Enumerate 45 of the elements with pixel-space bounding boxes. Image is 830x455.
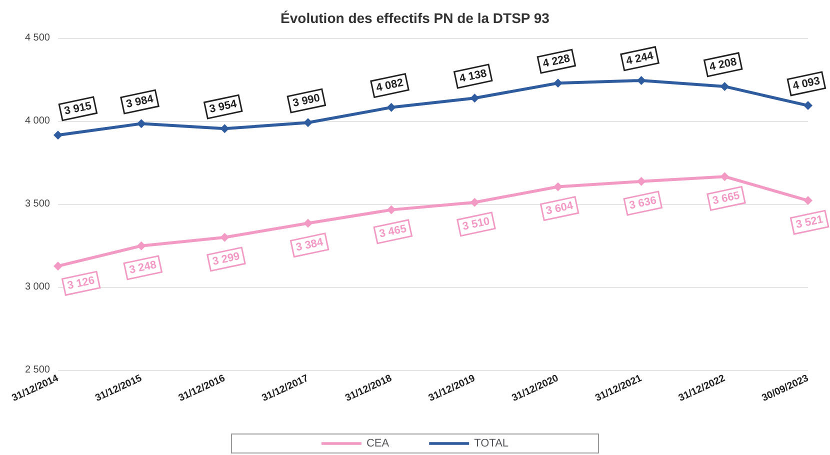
data-label: 3 299 [212, 250, 241, 268]
chart-title: Évolution des effectifs PN de la DTSP 93 [280, 10, 550, 26]
point [54, 130, 62, 140]
y-tick-label: 4 500 [24, 32, 50, 44]
legend-label: TOTAL [474, 438, 509, 450]
point [136, 241, 146, 250]
data-label: 3 521 [794, 214, 824, 232]
point [220, 232, 230, 242]
point [470, 198, 480, 207]
point [470, 94, 480, 103]
data-label: 3 954 [208, 98, 239, 116]
point [554, 78, 562, 88]
y-tick-label: 3 500 [24, 198, 50, 210]
data-label: 4 244 [625, 50, 656, 68]
point [554, 182, 562, 192]
data-label: 4 082 [375, 76, 404, 94]
point [304, 118, 312, 128]
point [804, 196, 812, 206]
data-label: 4 138 [458, 68, 488, 85]
data-label: 3 384 [294, 236, 326, 254]
point [136, 119, 146, 128]
data-label: 4 208 [708, 56, 738, 74]
point [804, 101, 812, 110]
data-label: 3 636 [628, 194, 658, 212]
data-label: 3 984 [125, 92, 156, 111]
data-label: 4 093 [792, 75, 822, 92]
y-tick-label: 2 500 [24, 364, 50, 376]
point [720, 172, 730, 182]
y-tick-label: 4 000 [24, 116, 50, 126]
point [720, 82, 730, 91]
data-label: 3 465 [378, 222, 408, 240]
point [54, 262, 62, 271]
data-label: 3 604 [544, 200, 576, 218]
data-label: 3 915 [63, 100, 93, 118]
data-label: 3 665 [712, 190, 741, 208]
data-label: 3 126 [66, 274, 96, 292]
legend-label: CEA [366, 438, 390, 450]
data-label: 3 990 [292, 92, 322, 110]
point [386, 102, 396, 112]
data-label: 3 510 [462, 215, 491, 233]
point [304, 218, 312, 228]
point [220, 124, 230, 134]
data-label: 3 248 [128, 258, 158, 276]
y-tick-label: 3 000 [24, 282, 50, 292]
data-label: 4 228 [542, 52, 572, 70]
